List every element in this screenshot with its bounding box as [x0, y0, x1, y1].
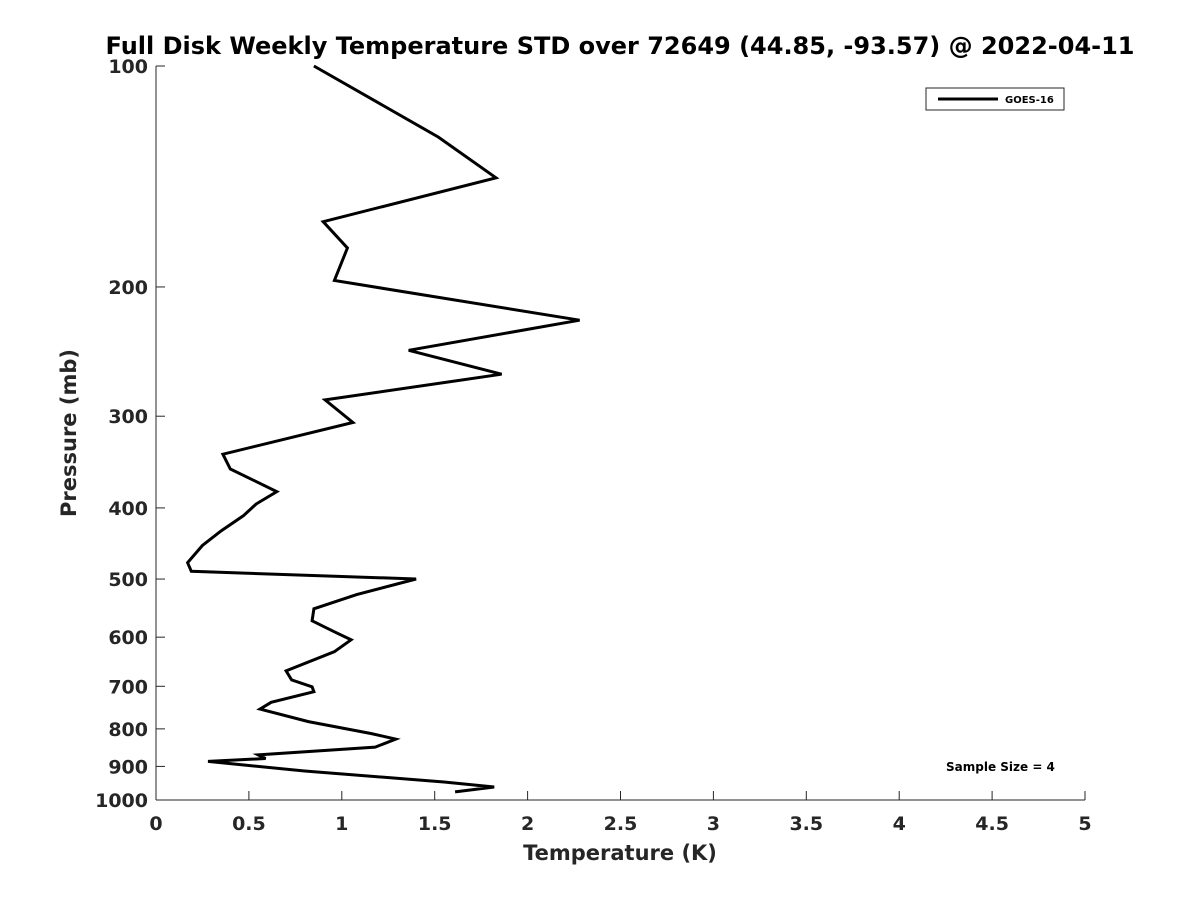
x-tick-label: 4.5	[975, 813, 1009, 835]
x-tick-label: 1.5	[418, 813, 452, 835]
y-tick-label: 800	[108, 719, 148, 741]
x-tick-label: 4	[893, 813, 906, 835]
y-tick-label: 500	[108, 569, 148, 591]
series-layer	[185, 64, 580, 794]
series-line-goes-16	[185, 64, 580, 794]
y-tick-label: 300	[108, 406, 148, 428]
y-axis-label: Pressure (mb)	[57, 349, 81, 517]
legend: GOES-16	[925, 87, 1065, 111]
x-tick-label: 0.5	[232, 813, 266, 835]
y-tick-label: 900	[108, 756, 148, 778]
x-tick-label: 3.5	[789, 813, 823, 835]
y-ticks: 100 200 300 400 500 600 700 800 900 1000	[95, 56, 165, 812]
x-tick-label: 3	[707, 813, 720, 835]
x-tick-label: 5	[1078, 813, 1091, 835]
x-tick-label: 0	[149, 813, 162, 835]
x-tick-label: 2.5	[604, 813, 638, 835]
y-tick-label: 200	[108, 277, 148, 299]
sample-size-annotation: Sample Size = 4	[946, 760, 1055, 774]
y-tick-label: 1000	[95, 790, 148, 812]
y-tick-label: 600	[108, 627, 148, 649]
chart-title: Full Disk Weekly Temperature STD over 72…	[106, 32, 1135, 60]
x-ticks: 0 0.5 1 1.5 2 2.5 3 3.5 4 4.5 5	[149, 791, 1092, 835]
x-tick-label: 2	[521, 813, 534, 835]
x-axis-label: Temperature (K)	[523, 841, 717, 865]
y-tick-label: 700	[108, 676, 148, 698]
y-tick-label: 100	[108, 56, 148, 78]
legend-entry-label: GOES-16	[1005, 95, 1054, 106]
y-tick-label: 400	[108, 498, 148, 520]
x-tick-label: 1	[335, 813, 348, 835]
